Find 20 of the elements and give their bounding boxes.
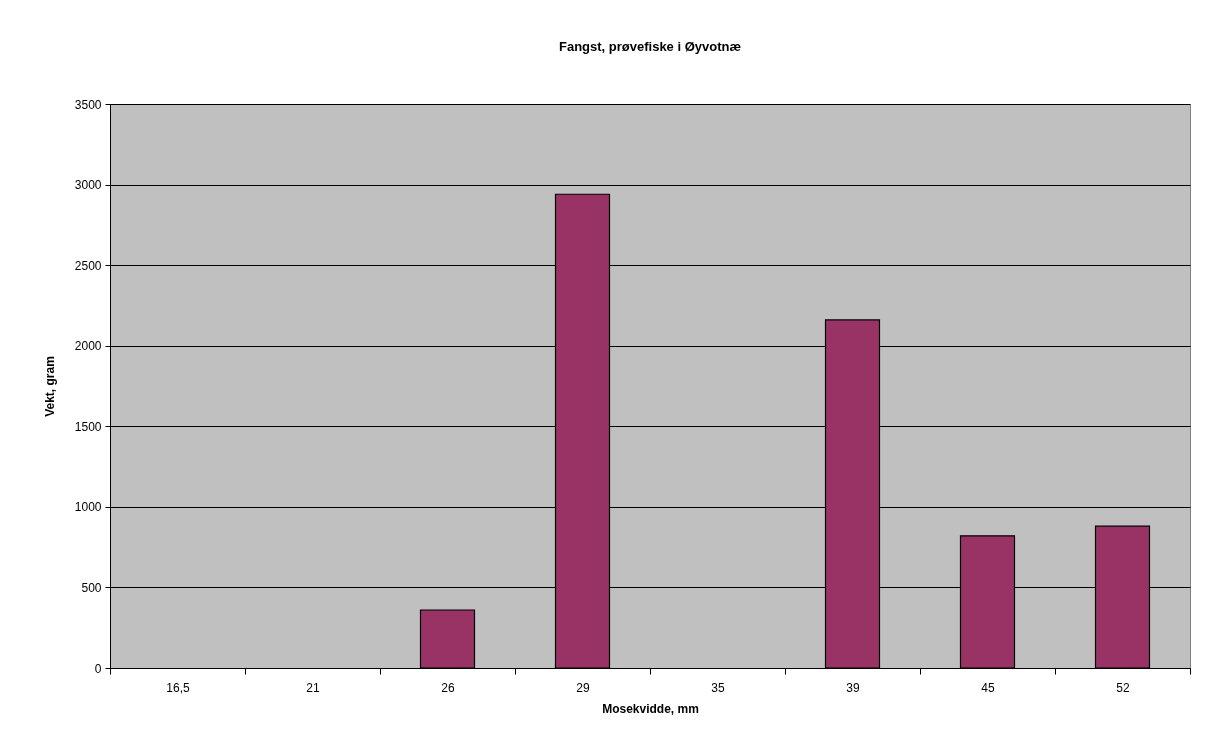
y-tick-label: 2500 [74,258,102,273]
x-tick-label: 45 [981,680,995,695]
chart-title: Fangst, prøvefiske i Øyvotnæ [558,39,742,54]
x-tick-label: 16,5 [166,680,190,695]
y-tick-label: 500 [81,580,102,595]
y-tick-label: 2000 [74,339,102,354]
y-tick-label: 1500 [74,419,102,434]
x-tick-label: 21 [306,680,320,695]
x-tick-label: 52 [1116,680,1130,695]
y-tick-label: 1000 [74,500,102,515]
y-tick-label: 3000 [74,178,102,193]
x-tick-label: 35 [711,680,725,695]
y-axis-title: Vekt, gram [42,356,57,417]
x-tick-label: 26 [441,680,455,695]
y-tick-label: 3500 [74,97,102,112]
x-tick-label: 39 [846,680,860,695]
y-tick-label: 0 [94,661,102,676]
x-axis-title: Mosekvidde, mm [602,701,699,716]
bar [419,609,476,669]
x-tick-label: 29 [576,680,590,695]
